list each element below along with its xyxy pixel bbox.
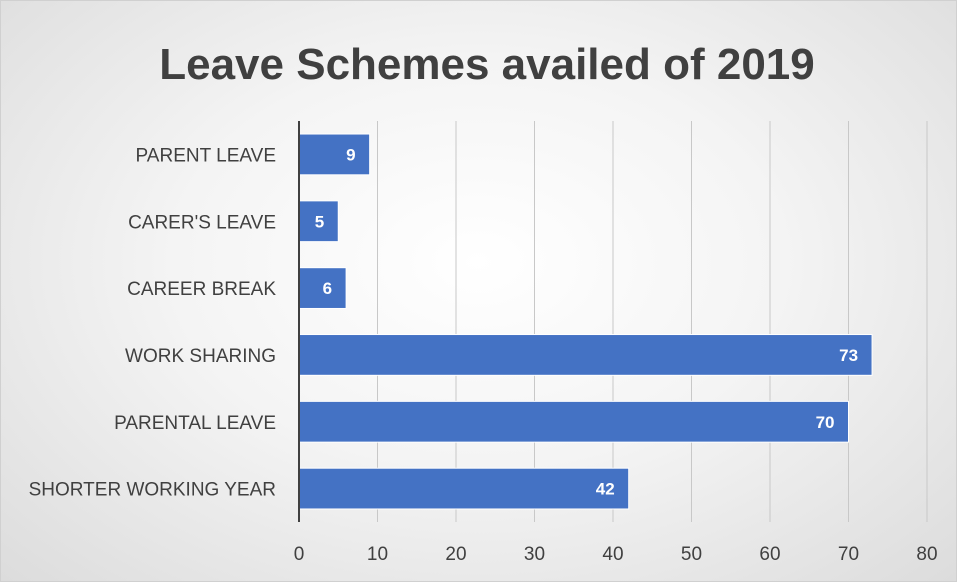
x-tick-labels: 0 10 20 30 40 50 60 70 80 [294, 544, 938, 565]
gridlines [377, 121, 928, 522]
x-tick-label: 70 [838, 544, 859, 565]
category-label: PARENT LEAVE [136, 145, 276, 166]
data-label: 42 [596, 480, 615, 499]
category-label: WORK SHARING [125, 346, 276, 367]
bar [298, 400, 849, 443]
category-labels: PARENT LEAVE CARER'S LEAVE CAREER BREAK WOR… [29, 145, 277, 500]
x-tick-label: 40 [602, 544, 623, 565]
data-label: 70 [816, 413, 835, 432]
x-tick-label: 60 [759, 544, 780, 565]
x-tick-label: 30 [524, 544, 545, 565]
data-label: 73 [839, 346, 858, 365]
data-label: 6 [323, 279, 332, 298]
bar [298, 133, 371, 176]
data-label: 9 [346, 145, 355, 164]
bars [298, 133, 873, 510]
bar [298, 467, 630, 510]
x-tick-label: 10 [367, 544, 388, 565]
category-label: PARENTAL LEAVE [114, 413, 276, 434]
category-label: SHORTER WORKING YEAR [29, 480, 276, 501]
x-tick-label: 50 [681, 544, 702, 565]
bar [298, 334, 873, 376]
data-label: 5 [315, 212, 324, 231]
data-labels: 9 5 6 73 70 42 [315, 145, 858, 498]
x-tick-label: 20 [445, 544, 466, 565]
category-label: CARER'S LEAVE [128, 212, 276, 233]
category-label: CAREER BREAK [127, 279, 276, 300]
chart-title: Leave Schemes availed of 2019 [159, 40, 815, 89]
x-tick-label: 0 [294, 544, 305, 565]
x-tick-label: 80 [916, 544, 937, 565]
bar [298, 267, 347, 309]
